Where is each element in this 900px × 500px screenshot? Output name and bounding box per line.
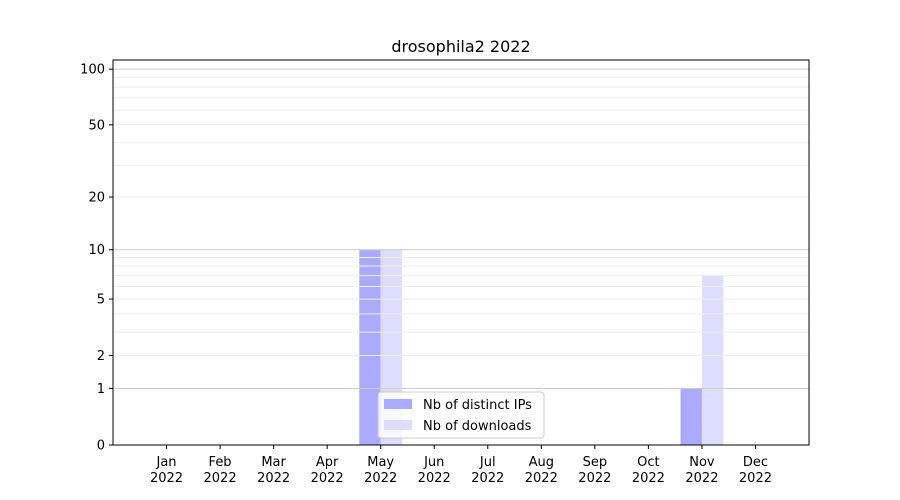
legend-swatch-downloads [384, 420, 412, 430]
y-tick-label: 5 [97, 293, 105, 308]
x-tick-label: Dec [743, 455, 768, 470]
x-tick-label: 2022 [578, 471, 611, 486]
y-tick-label: 1 [97, 382, 105, 397]
y-tick-label: 100 [80, 63, 105, 78]
bar-downloads [701, 275, 724, 445]
x-tick-label: 2022 [204, 471, 237, 486]
x-tick-label: 2022 [685, 471, 718, 486]
x-tick-label: Sep [583, 455, 608, 470]
x-tick-label: 2022 [471, 471, 504, 486]
axes-frame [112, 59, 810, 446]
legend: Nb of distinct IPs Nb of downloads [377, 391, 545, 439]
x-tick-label: Mar [261, 455, 286, 470]
x-tick-label: May [367, 455, 394, 470]
x-tick-label: 2022 [525, 471, 558, 486]
y-tick-label: 10 [88, 243, 105, 258]
legend-label-downloads: Nb of downloads [423, 419, 532, 434]
x-tick-label: 2022 [257, 471, 290, 486]
x-tick-label: Jun [423, 455, 444, 470]
y-tick-label: 2 [97, 349, 105, 364]
y-tick-label: 50 [88, 118, 105, 133]
y-tick-label: 20 [88, 191, 105, 206]
chart-title: drosophila2 2022 [391, 37, 530, 56]
x-tick-label: Nov [689, 455, 715, 470]
x-tick-label: Apr [316, 455, 339, 470]
legend-swatch-distinct-ips [384, 399, 412, 409]
x-tick-label: Aug [529, 455, 554, 470]
x-tick-label: 2022 [632, 471, 665, 486]
bar-distinct-ips [680, 388, 702, 445]
x-tick-label: 2022 [364, 471, 397, 486]
x-tick-label: Jul [479, 455, 496, 470]
x-tick-label: 2022 [311, 471, 344, 486]
legend-box [377, 391, 545, 439]
x-tick-label: 2022 [418, 471, 451, 486]
bar-distinct-ips [359, 249, 381, 445]
x-tick-label: Oct [637, 455, 659, 470]
x-tick-label: Jan [156, 455, 177, 470]
y-tick-label: 0 [97, 439, 105, 454]
x-tick-label: Feb [209, 455, 232, 470]
x-tick-label: 2022 [150, 471, 183, 486]
legend-label-distinct-ips: Nb of distinct IPs [423, 398, 532, 413]
x-tick-label: 2022 [739, 471, 772, 486]
